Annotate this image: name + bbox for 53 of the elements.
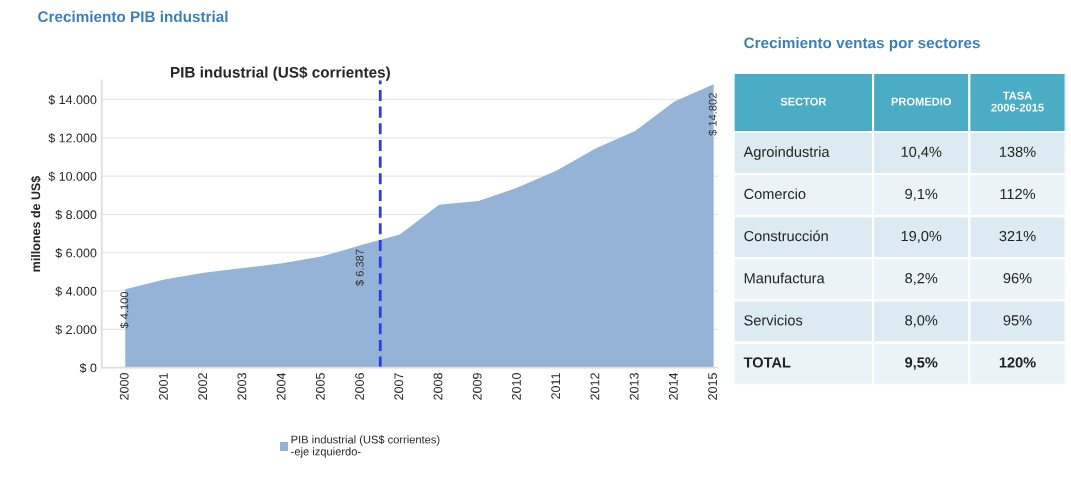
text: Servicios bbox=[744, 314, 803, 326]
text: 9,5% bbox=[905, 357, 938, 370]
data-label: $ 14.802 bbox=[708, 93, 718, 136]
data-label: $ 4.100 bbox=[119, 291, 129, 329]
text: SECTOR bbox=[780, 97, 827, 106]
text: 8,2% bbox=[905, 273, 938, 286]
text: Manufactura bbox=[744, 272, 825, 284]
x-tick-label: 2011 bbox=[551, 373, 561, 399]
x-tick-label: 2014 bbox=[668, 372, 678, 400]
x-tick-label: 2006 bbox=[355, 373, 364, 400]
x-tick-label: 2013 bbox=[629, 373, 639, 400]
y-tick-label: $ 0 bbox=[79, 362, 97, 374]
text: 19,0% bbox=[901, 230, 942, 243]
text: 321% bbox=[999, 230, 1036, 242]
text: 112% bbox=[1000, 188, 1036, 200]
chart-subtitle: PIB industrial (US$ corrientes) bbox=[171, 66, 390, 81]
chart-title: Crecimiento PIB industrial bbox=[38, 10, 228, 23]
text: Agroindustria bbox=[743, 146, 830, 160]
x-tick-label: 2004 bbox=[276, 372, 286, 400]
y-tick-label: $ 12.000 bbox=[48, 133, 97, 144]
y-axis-title: millones de US$ bbox=[30, 175, 42, 272]
x-tick-label: 2005 bbox=[315, 373, 325, 400]
x-tick-label: 2009 bbox=[472, 373, 482, 400]
x-tick-label: 2003 bbox=[237, 373, 247, 400]
legend-label: PIB industrial (US$ corrientes) -eje izquierdo- bbox=[291, 435, 440, 458]
text: 120% bbox=[999, 357, 1036, 368]
text: Comercio bbox=[744, 188, 806, 200]
data-label: $ 6.387 bbox=[355, 249, 365, 286]
y-tick-label: $ 14.000 bbox=[48, 94, 97, 105]
text: 9,1% bbox=[905, 188, 938, 201]
y-tick-label: $ 8.000 bbox=[55, 209, 97, 220]
y-tick-label: $ 10.000 bbox=[48, 171, 97, 182]
x-tick-label: 2007 bbox=[394, 373, 404, 400]
x-tick-label: 2015 bbox=[708, 373, 717, 400]
x-tick-label: 2008 bbox=[433, 373, 443, 400]
y-tick-label: $ 2.000 bbox=[55, 324, 97, 335]
text: 95% bbox=[1003, 315, 1032, 326]
y-tick-label: $ 6.000 bbox=[55, 248, 97, 259]
x-tick-label: 2000 bbox=[119, 373, 129, 400]
y-tick-label: $ 4.000 bbox=[55, 286, 97, 297]
text: TASA 2006-2015 bbox=[991, 91, 1044, 112]
x-tick-label: 2012 bbox=[590, 373, 600, 400]
text: TOTAL bbox=[743, 357, 791, 368]
text: PROMEDIO bbox=[891, 97, 951, 106]
text: Construcción bbox=[744, 230, 828, 242]
x-tick-label: 2010 bbox=[512, 373, 521, 400]
text: 10,4% bbox=[901, 146, 942, 159]
text: 138% bbox=[999, 146, 1036, 157]
x-tick-label: 2002 bbox=[198, 373, 208, 400]
text: 8,0% bbox=[905, 315, 938, 328]
text: 96% bbox=[1003, 273, 1032, 284]
x-tick-label: 2001 bbox=[159, 373, 168, 400]
text: Crecimiento ventas por sectores bbox=[744, 37, 980, 52]
